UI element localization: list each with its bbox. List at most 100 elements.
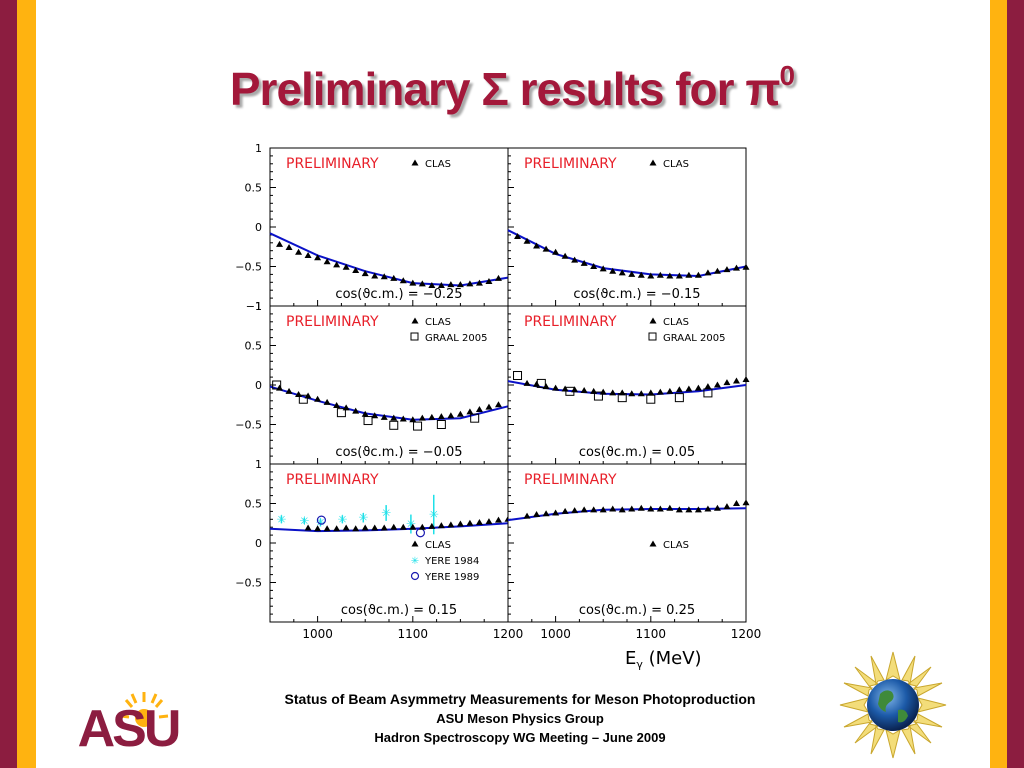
y-tick-label: −0.5 xyxy=(235,261,262,274)
clas-point xyxy=(523,512,531,519)
clas-point xyxy=(618,506,626,513)
legend-clas-marker xyxy=(411,317,419,324)
yere1984-point: ✳ xyxy=(429,508,439,522)
clas-point xyxy=(390,274,398,281)
legend-graal-marker xyxy=(410,332,419,341)
panel-frame-p2 xyxy=(507,147,747,307)
clas-point xyxy=(647,272,655,279)
clas-point xyxy=(466,408,474,415)
legend-clas-label: CLAS xyxy=(663,540,689,551)
clas-point xyxy=(418,523,426,530)
clas-point xyxy=(390,523,398,530)
clas-point xyxy=(361,270,369,277)
clas-point xyxy=(276,384,284,391)
yere1984-point: ✳ xyxy=(381,506,391,520)
clas-point xyxy=(399,523,407,530)
clas-point xyxy=(447,521,455,528)
clas-point xyxy=(304,251,312,258)
y-tick-label: 0.5 xyxy=(245,498,263,511)
clas-point xyxy=(437,413,445,420)
clas-point xyxy=(418,280,426,287)
clas-point xyxy=(409,523,417,530)
clas-point xyxy=(552,509,560,516)
graal-point xyxy=(298,394,308,404)
clas-point xyxy=(732,377,740,384)
clas-point xyxy=(742,375,750,382)
legend-clas-marker xyxy=(649,540,657,547)
clas-point xyxy=(323,258,331,265)
clas-point xyxy=(323,398,331,405)
clas-point xyxy=(723,266,731,273)
clas-point xyxy=(304,524,312,531)
clas-point xyxy=(533,380,541,387)
clas-point xyxy=(276,240,284,247)
clas-point xyxy=(647,389,655,396)
clas-point xyxy=(552,384,560,391)
clas-point xyxy=(285,244,293,251)
clas-point xyxy=(542,245,550,252)
clas-point xyxy=(409,416,417,423)
graal-point xyxy=(272,380,282,390)
clas-point xyxy=(571,256,579,263)
right-maroon-bar xyxy=(1007,0,1024,768)
clas-point xyxy=(590,387,598,394)
clas-point xyxy=(380,413,388,420)
clas-point xyxy=(466,519,474,526)
x-tick-label: 1000 xyxy=(540,627,571,641)
clas-point xyxy=(323,525,331,532)
clas-point xyxy=(342,524,350,531)
clas-point xyxy=(314,254,322,261)
clas-point xyxy=(742,263,750,270)
legend-clas-label: CLAS xyxy=(663,159,689,170)
preliminary-label: PRELIMINARY xyxy=(286,472,379,488)
yere1984-point: ✳ xyxy=(276,512,286,526)
clas-point xyxy=(637,390,645,397)
clas-point xyxy=(561,252,569,259)
x-tick-label: 1000 xyxy=(302,627,333,641)
clas-point xyxy=(342,404,350,411)
clas-point xyxy=(371,272,379,279)
clas-point xyxy=(723,379,731,386)
clas-point xyxy=(590,263,598,269)
panel-angle-label: cos(ϑc.m.) = −0.15 xyxy=(573,287,700,302)
fit-curve-p5 xyxy=(269,522,509,533)
clas-point xyxy=(352,266,360,273)
x-axis-title: Eγ (MeV) xyxy=(625,648,702,670)
legend-clas-marker xyxy=(411,540,419,547)
clas-point xyxy=(599,265,607,272)
clas-point xyxy=(580,259,588,266)
clas-point xyxy=(732,500,740,506)
clas-point xyxy=(494,274,502,281)
clas-point xyxy=(685,385,693,392)
clas-point xyxy=(485,518,493,525)
clas-point xyxy=(742,499,750,506)
clas-point xyxy=(542,510,550,517)
clas-point xyxy=(285,387,293,394)
clas-point xyxy=(456,520,464,527)
clas-point xyxy=(428,281,436,288)
clas-point xyxy=(656,271,664,278)
clas-point xyxy=(590,506,598,513)
footer-line-1: Status of Beam Asymmetry Measurements fo… xyxy=(284,691,756,707)
clas-point xyxy=(428,413,436,420)
footer-line-3: Hadron Spectroscopy WG Meeting – June 20… xyxy=(374,730,666,745)
x-tick-label: 1200 xyxy=(731,627,762,641)
legend-graal-label: GRAAL 2005 xyxy=(663,333,725,344)
clas-point xyxy=(295,248,303,255)
clas-point xyxy=(618,389,626,396)
clas-point xyxy=(609,505,617,512)
x-tick-label: 1200 xyxy=(493,627,524,641)
legend-clas-label: CLAS xyxy=(663,317,689,328)
y-tick-label: −0.5 xyxy=(235,419,262,432)
clas-point xyxy=(599,388,607,395)
right-gold-bar xyxy=(990,0,1007,768)
clas-point xyxy=(333,261,341,268)
preliminary-label: PRELIMINARY xyxy=(524,156,617,172)
legend-clas-marker xyxy=(649,317,657,324)
clas-point xyxy=(437,522,445,529)
clas-point xyxy=(561,507,569,514)
clas-point xyxy=(580,506,588,513)
yere1984-point: ✳ xyxy=(406,517,416,531)
clas-point xyxy=(599,506,607,513)
legend-yere1989-marker xyxy=(410,571,420,581)
